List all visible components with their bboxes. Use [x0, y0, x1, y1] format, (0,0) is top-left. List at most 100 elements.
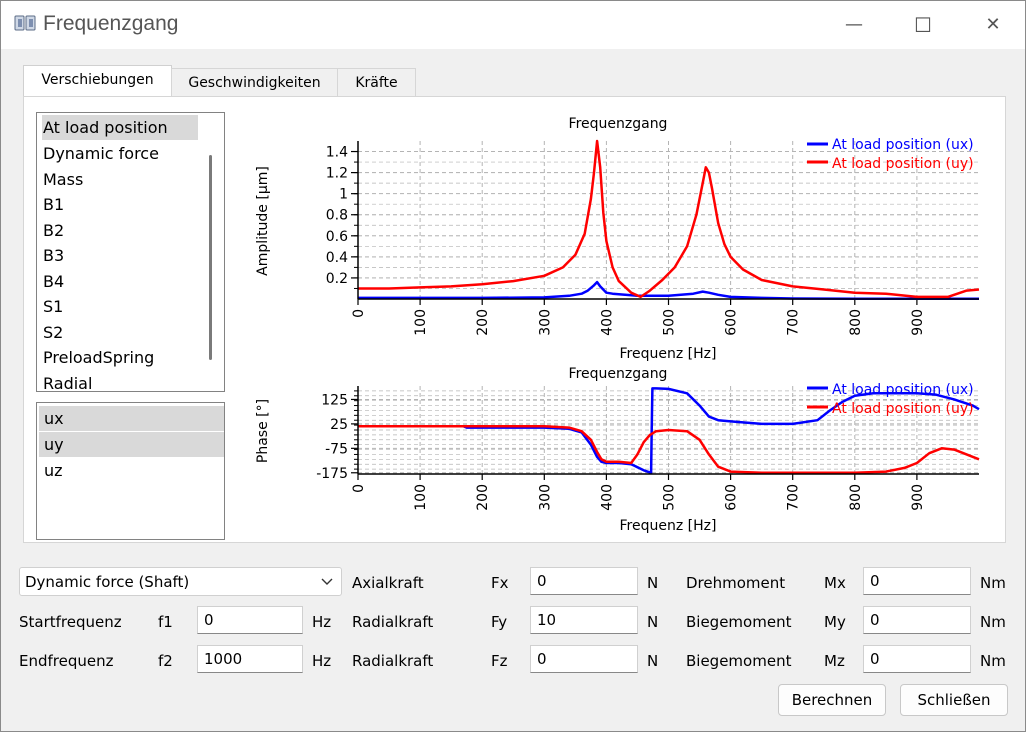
- x-tick-label: 100: [413, 309, 429, 336]
- load-type-select[interactable]: Dynamic force (Shaft): [19, 567, 342, 596]
- radialkraft-fy-label: Radialkraft: [352, 613, 434, 631]
- location-list[interactable]: At load position Dynamic force Mass B1 B…: [36, 112, 225, 392]
- x-tick-label: 300: [537, 309, 553, 336]
- biegemoment-my-label: Biegemoment: [686, 613, 792, 631]
- list-item[interactable]: uy: [39, 432, 224, 457]
- mz-unit: Nm: [980, 652, 1006, 670]
- y-axis-label: Amplitude [µm]: [255, 166, 271, 276]
- f2-label: f2: [158, 652, 173, 670]
- y-tick-label: 0.6: [326, 229, 348, 245]
- chevron-down-icon: [321, 578, 333, 585]
- list-item[interactable]: B4: [43, 272, 65, 291]
- list-item[interactable]: Radial: [43, 374, 93, 392]
- list-item[interactable]: S2: [43, 323, 64, 342]
- x-tick-label: 800: [848, 309, 864, 336]
- load-type-value: Dynamic force (Shaft): [25, 573, 190, 591]
- tab-panel: At load position Dynamic force Mass B1 B…: [23, 96, 1006, 543]
- legend-label-uy: At load position (uy): [832, 156, 974, 172]
- y-tick-label: 1.4: [326, 145, 348, 161]
- tab-kraefte[interactable]: Kräfte: [337, 68, 416, 97]
- radialkraft-fz-label: Radialkraft: [352, 652, 434, 670]
- fx-unit: N: [647, 574, 659, 592]
- endfrequenz-label: Endfrequenz: [19, 652, 114, 670]
- list-scrollbar-thumb[interactable]: [209, 155, 212, 360]
- chart-title: Frequenzgang: [569, 366, 668, 382]
- x-tick-label: 200: [475, 484, 491, 511]
- chart-title: Frequenzgang: [569, 116, 668, 132]
- list-item[interactable]: ux: [39, 406, 224, 431]
- list-item[interactable]: Dynamic force: [43, 144, 159, 163]
- f1-label: f1: [158, 613, 173, 631]
- y-tick-label: 1: [339, 187, 348, 203]
- x-tick-label: 0: [351, 484, 367, 493]
- title-bar: Frequenzgang — ☐ ✕: [1, 1, 1025, 49]
- mx-label: Mx: [824, 574, 846, 592]
- x-tick-label: 700: [786, 484, 802, 511]
- fx-label: Fx: [491, 574, 509, 592]
- legend-label-uy: At load position (uy): [832, 401, 974, 417]
- close-button[interactable]: Schließen: [900, 684, 1008, 716]
- y-tick-label: 0.4: [326, 250, 348, 266]
- list-item[interactable]: B2: [43, 221, 65, 240]
- amplitude-chart: Frequenzgang 0.2 0.4 0.6 0.8 1 1.2 1.4 0 100 200…: [255, 116, 980, 361]
- mz-label: Mz: [824, 652, 845, 670]
- x-tick-label: 500: [662, 309, 678, 336]
- list-item[interactable]: Mass: [43, 170, 84, 189]
- y-tick-label: 25: [330, 417, 348, 433]
- f2-input[interactable]: 1000: [197, 645, 303, 673]
- window-title: Frequenzgang: [43, 12, 179, 35]
- tab-verschiebungen[interactable]: Verschiebungen: [23, 65, 172, 97]
- x-tick-label: 700: [786, 309, 802, 336]
- component-list[interactable]: ux uy uz: [36, 402, 225, 540]
- fx-input[interactable]: 0: [530, 567, 638, 595]
- x-tick-label: 100: [413, 484, 429, 511]
- list-item[interactable]: PreloadSpring: [43, 348, 155, 367]
- fy-input[interactable]: 10: [530, 606, 638, 634]
- phase-chart: Frequenzgang 125 25 -75 -175 0 100 200 300 400 5…: [255, 366, 980, 534]
- x-tick-label: 400: [599, 484, 615, 511]
- drehmoment-label: Drehmoment: [686, 574, 786, 592]
- list-item[interactable]: S1: [43, 297, 64, 316]
- x-tick-label: 900: [910, 484, 926, 511]
- f1-input[interactable]: 0: [197, 606, 303, 634]
- fy-label: Fy: [491, 613, 508, 631]
- my-unit: Nm: [980, 613, 1006, 631]
- minimize-icon[interactable]: —: [845, 14, 863, 35]
- x-tick-label: 900: [910, 309, 926, 336]
- f2-unit: Hz: [312, 652, 332, 670]
- app-icon: [14, 15, 36, 31]
- list-item[interactable]: B3: [43, 246, 65, 265]
- x-tick-label: 600: [724, 484, 740, 511]
- fz-unit: N: [647, 652, 659, 670]
- mz-input[interactable]: 0: [863, 645, 971, 673]
- my-input[interactable]: 0: [863, 606, 971, 634]
- tab-geschwindigkeiten[interactable]: Geschwindigkeiten: [171, 68, 338, 97]
- maximize-icon[interactable]: ☐: [914, 13, 932, 37]
- legend-label-ux: At load position (ux): [832, 382, 974, 398]
- x-tick-label: 0: [351, 309, 367, 318]
- close-icon[interactable]: ✕: [985, 14, 1001, 35]
- y-axis-label: Phase [°]: [255, 399, 271, 463]
- y-tick-label: -175: [316, 466, 348, 482]
- x-tick-label: 200: [475, 309, 491, 336]
- fz-input[interactable]: 0: [530, 645, 638, 673]
- y-tick-label: 0.8: [326, 208, 348, 224]
- f1-unit: Hz: [312, 613, 332, 631]
- fz-label: Fz: [491, 652, 508, 670]
- mx-input[interactable]: 0: [863, 567, 971, 595]
- x-tick-label: 800: [848, 484, 864, 511]
- list-item[interactable]: uz: [44, 461, 63, 480]
- series-line-uy: [358, 139, 980, 299]
- y-tick-label: 1.2: [326, 166, 348, 182]
- calculate-button[interactable]: Berechnen: [778, 684, 886, 716]
- mx-unit: Nm: [980, 574, 1006, 592]
- series-line-ux: [358, 280, 979, 301]
- list-item[interactable]: At load position: [42, 115, 198, 140]
- list-item[interactable]: B1: [43, 195, 65, 214]
- x-tick-label: 400: [599, 309, 615, 336]
- axialkraft-label: Axialkraft: [352, 574, 424, 592]
- y-tick-label: 0.2: [326, 271, 348, 287]
- biegemoment-mz-label: Biegemoment: [686, 652, 792, 670]
- series-line-uy: [358, 425, 980, 475]
